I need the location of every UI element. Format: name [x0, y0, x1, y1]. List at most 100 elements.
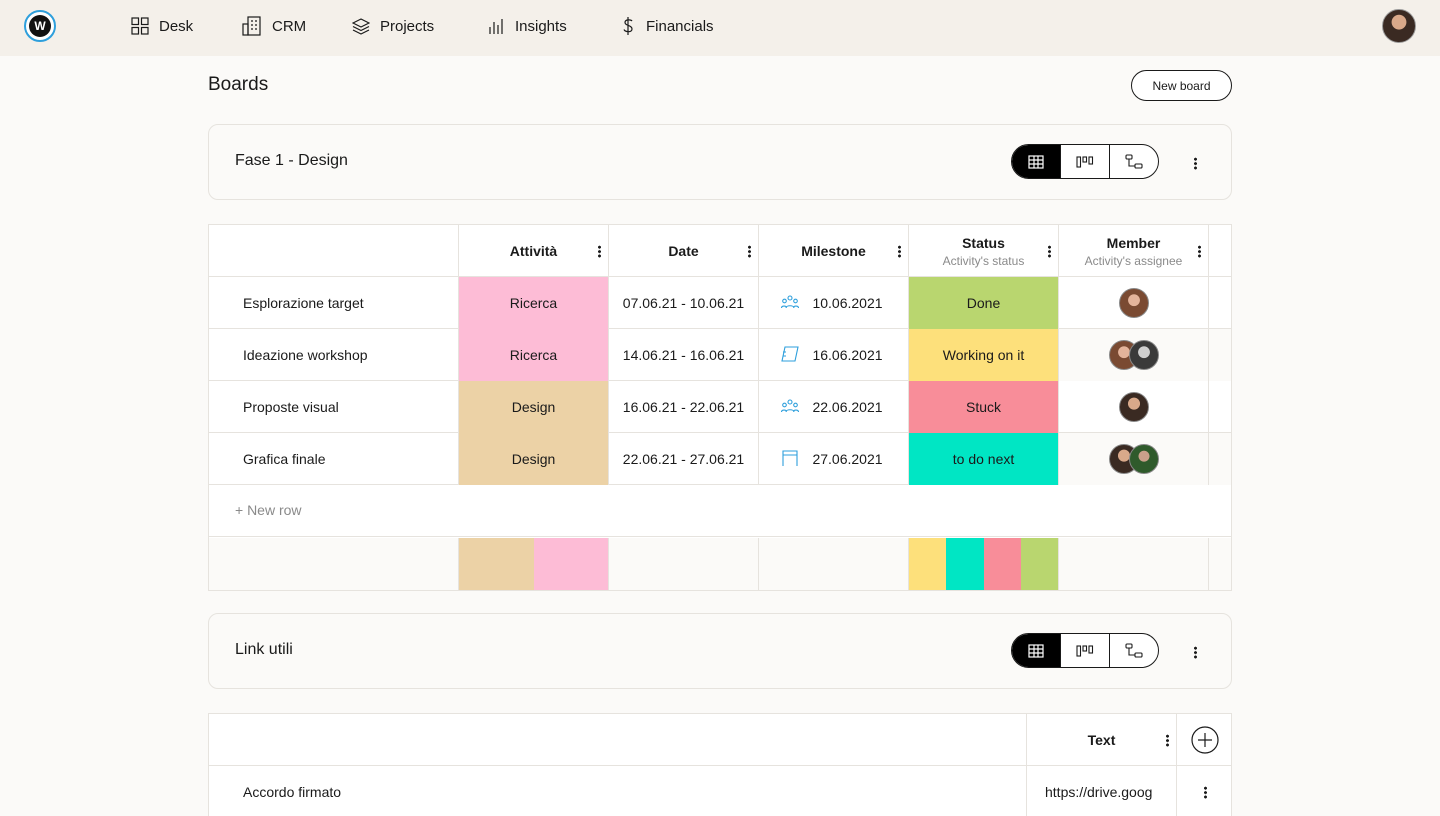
status-cell[interactable]: Stuck [908, 381, 1058, 433]
column-menu-button[interactable] [1162, 731, 1172, 749]
milestone-cell[interactable]: 27.06.2021 [758, 433, 908, 485]
nav-item-financials[interactable]: Financials [620, 14, 714, 38]
milestone-date: 16.06.2021 [812, 347, 883, 363]
more-vertical-icon [1197, 244, 1201, 258]
date-cell[interactable]: 14.06.21 - 16.06.21 [608, 329, 758, 381]
new-row[interactable]: + New row [209, 485, 1231, 537]
row-name[interactable]: Esplorazione target [243, 295, 364, 311]
column-header-attivita[interactable]: Attività [458, 225, 608, 277]
milestone-cell[interactable]: 22.06.2021 [758, 381, 908, 433]
column-header-text[interactable]: Text [1026, 714, 1176, 766]
date-cell[interactable]: 07.06.21 - 10.06.21 [608, 277, 758, 329]
gantt-view-button[interactable] [1109, 634, 1158, 667]
summary-cell [1208, 538, 1231, 590]
table-row[interactable]: Esplorazione target Ricerca 07.06.21 - 1… [209, 277, 1231, 329]
row-name[interactable]: Proposte visual [243, 399, 339, 415]
column-label: Text [1087, 732, 1116, 748]
nav-item-crm[interactable]: CRM [242, 14, 306, 38]
table-row[interactable]: Grafica finale Design 22.06.21 - 27.06.2… [209, 433, 1231, 485]
table-row[interactable]: Accordo firmato https://drive.goog [209, 766, 1231, 816]
row-name[interactable]: Accordo firmato [243, 784, 342, 800]
row-name[interactable]: Ideazione workshop [243, 347, 368, 363]
status-cell[interactable]: Done [908, 277, 1058, 329]
kanban-view-button[interactable] [1060, 634, 1109, 667]
activity-cell[interactable]: Design [458, 433, 608, 485]
column-header-member[interactable]: Member Activity's assignee [1058, 225, 1208, 277]
overflow-cell [1208, 433, 1231, 485]
user-avatar[interactable] [1382, 9, 1416, 43]
layers-icon [352, 18, 370, 35]
milestone-cell[interactable]: 16.06.2021 [758, 329, 908, 381]
dollar-icon [623, 17, 633, 35]
new-row-button[interactable]: + New row [235, 502, 302, 518]
add-column-cell [1176, 714, 1231, 766]
page-title: Boards [208, 74, 269, 95]
table-view-button[interactable] [1012, 634, 1060, 667]
milestone-date: 27.06.2021 [812, 451, 883, 467]
nav-label-desk: Desk [159, 17, 194, 35]
text-cell[interactable]: https://drive.goog [1026, 766, 1176, 816]
column-header-milestone[interactable]: Milestone [758, 225, 908, 277]
date-cell[interactable]: 16.06.21 - 22.06.21 [608, 381, 758, 433]
header-name-cell [209, 714, 1026, 766]
member-cell[interactable] [1058, 277, 1208, 329]
activity-cell[interactable]: Ricerca [458, 329, 608, 381]
nav-item-desk[interactable]: Desk [131, 14, 193, 38]
summary-cell [1058, 538, 1208, 590]
overflow-cell [1208, 329, 1231, 381]
column-label: Member [1106, 234, 1161, 251]
avatar-group [1108, 444, 1159, 474]
summary-bar-stuck [984, 538, 1021, 590]
member-cell[interactable] [1058, 381, 1208, 433]
column-menu-button[interactable] [894, 242, 904, 260]
column-label: Status [962, 234, 1005, 251]
add-column-icon[interactable] [1191, 726, 1219, 754]
member-cell[interactable] [1058, 329, 1208, 381]
activity-cell[interactable]: Design [458, 381, 608, 433]
bar-chart-icon [489, 19, 503, 34]
board-header-link-utili: Link utili [208, 613, 1232, 689]
activity-cell[interactable]: Ricerca [458, 277, 608, 329]
board-table-fase1: Attività Date Milestone Status Activity'… [208, 224, 1232, 591]
column-header-status[interactable]: Status Activity's status [908, 225, 1058, 277]
column-sublabel: Activity's assignee [1084, 253, 1183, 268]
table-icon [1028, 154, 1044, 169]
gantt-view-button[interactable] [1109, 145, 1158, 178]
more-vertical-icon [597, 244, 601, 258]
more-vertical-icon [1193, 156, 1197, 170]
people-icon [781, 399, 799, 413]
avatar [1118, 392, 1149, 422]
row-menu-button[interactable] [1199, 782, 1211, 802]
app-logo[interactable]: W [24, 10, 56, 42]
nav-item-projects[interactable]: Projects [352, 14, 434, 38]
column-label: Milestone [801, 243, 866, 259]
table-row[interactable]: Ideazione workshop Ricerca 14.06.21 - 16… [209, 329, 1231, 381]
column-header-overflow [1208, 225, 1231, 277]
nav-label-projects: Projects [380, 17, 435, 35]
table-view-button[interactable] [1012, 145, 1060, 178]
gantt-icon [1125, 153, 1143, 169]
column-menu-button[interactable] [594, 242, 604, 260]
status-cell[interactable]: to do next [908, 433, 1058, 485]
summary-bar-working [909, 538, 946, 590]
column-menu-button[interactable] [1044, 242, 1054, 260]
table-row[interactable]: Proposte visual Design 16.06.21 - 22.06.… [209, 381, 1231, 433]
date-cell[interactable]: 22.06.21 - 27.06.21 [608, 433, 758, 485]
kanban-view-button[interactable] [1060, 145, 1109, 178]
row-name[interactable]: Grafica finale [243, 451, 326, 467]
member-cell[interactable] [1058, 433, 1208, 485]
board-more-button[interactable] [1185, 642, 1205, 662]
activity-summary [458, 538, 609, 590]
milestone-cell[interactable]: 10.06.2021 [758, 277, 908, 329]
table-icon [1028, 643, 1044, 658]
column-menu-button[interactable] [744, 242, 754, 260]
new-board-button[interactable]: New board [1131, 70, 1232, 101]
summary-cell [209, 538, 458, 590]
nav-label-insights: Insights [515, 17, 567, 35]
column-header-date[interactable]: Date [608, 225, 758, 277]
nav-item-insights[interactable]: Insights [487, 14, 567, 38]
flag-icon [781, 346, 799, 362]
column-menu-button[interactable] [1194, 242, 1204, 260]
board-more-button[interactable] [1185, 153, 1205, 173]
status-cell[interactable]: Working on it [908, 329, 1058, 381]
